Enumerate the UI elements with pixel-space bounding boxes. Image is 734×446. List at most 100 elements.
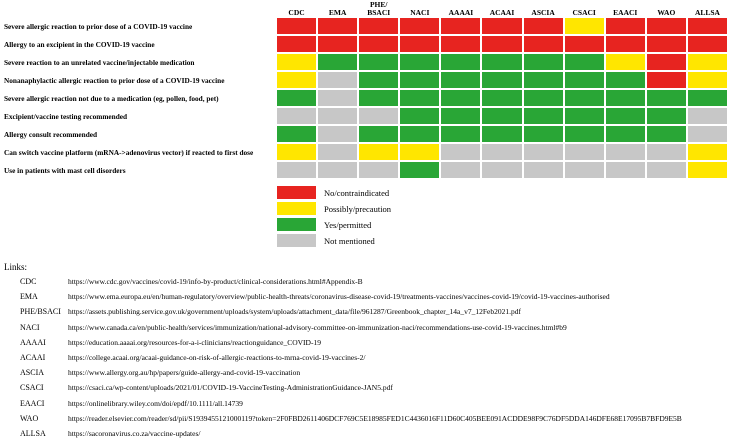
- heatmap-cell: [687, 108, 727, 124]
- heatmap-cell: [605, 18, 645, 34]
- heatmap-cell: [605, 144, 645, 160]
- heatmap-row-labels: Severe allergic reaction to prior dose o…: [4, 18, 276, 180]
- link-row: ALLSA https://sacoronavirus.co.za/vaccine…: [20, 429, 732, 444]
- link-org: EMA: [20, 292, 38, 302]
- heatmap-cell: [277, 18, 317, 34]
- heatmap-cell: [277, 36, 317, 52]
- heatmap-cell: [646, 126, 686, 142]
- link-row: AAAAI https://education.aaaai.org/resourc…: [20, 338, 732, 353]
- heatmap-cell: [687, 54, 727, 70]
- heatmap-cell: [564, 108, 604, 124]
- heatmap-cell: [523, 126, 563, 142]
- legend-swatch-not_mentioned: [277, 234, 316, 247]
- heatmap-cell: [277, 126, 317, 142]
- heatmap-cell: [605, 72, 645, 88]
- row-label: Allergy consult recommended: [4, 129, 98, 139]
- legend-item: Yes/permitted: [277, 218, 391, 231]
- heatmap-cell: [564, 36, 604, 52]
- link-row: EAACI https://onlinelibrary.wiley.com/doi…: [20, 399, 732, 414]
- link-row: PHE/BSACI https://assets.publishing.servi…: [20, 307, 732, 322]
- heatmap-cell: [441, 144, 481, 160]
- link-org: WAO: [20, 413, 39, 423]
- heatmap-cell: [318, 54, 358, 70]
- heatmap-cell: [482, 90, 522, 106]
- heatmap-cell: [482, 108, 522, 124]
- link-url: https://onlinelibrary.wiley.com/doi/epdf…: [68, 398, 243, 408]
- heatmap-cell: [605, 54, 645, 70]
- heatmap-cell: [482, 36, 522, 52]
- link-row: EMA https://www.ema.europa.eu/en/human-re…: [20, 292, 732, 307]
- row-label: Allergy to an excipient in the COVID-19 …: [4, 39, 155, 49]
- heatmap-cell: [564, 144, 604, 160]
- heatmap-cell: [318, 126, 358, 142]
- link-row: WAO https://reader.elsevier.com/reader/sd…: [20, 414, 732, 429]
- heatmap-cell: [523, 90, 563, 106]
- heatmap-cell: [277, 54, 317, 70]
- column-header-aaaai: AAAAI: [448, 7, 474, 17]
- legend-swatch-possibly: [277, 202, 316, 215]
- link-row: ASCIA https://www.allergy.org.au/hp/paper…: [20, 368, 732, 383]
- heatmap-cell: [400, 126, 440, 142]
- heatmap-cell: [400, 18, 440, 34]
- heatmap-cell: [687, 36, 727, 52]
- link-url: https://college.acaai.org/acaai-guidance…: [68, 352, 366, 362]
- row-label: Can switch vaccine platform (mRNA->adeno…: [4, 147, 254, 157]
- link-org: EAACI: [20, 398, 45, 408]
- column-header-eaaci: EAACI: [613, 7, 638, 17]
- heatmap-cell: [277, 108, 317, 124]
- link-org: ALLSA: [20, 428, 46, 438]
- heatmap-cell: [441, 90, 481, 106]
- link-url: https://assets.publishing.service.gov.uk…: [68, 307, 521, 317]
- heatmap-cell: [564, 126, 604, 142]
- link-url: https://sacoronavirus.co.za/vaccine-upda…: [68, 428, 201, 438]
- heatmap-cell: [687, 18, 727, 34]
- legend-item: Possibly/precaution: [277, 202, 391, 215]
- heatmap-cell: [359, 144, 399, 160]
- link-url: https://www.canada.ca/en/public-health/s…: [68, 322, 567, 332]
- heatmap-cell: [359, 90, 399, 106]
- link-org: ACAAI: [20, 352, 46, 362]
- heatmap-cell: [482, 144, 522, 160]
- heatmap-cell: [482, 72, 522, 88]
- column-header-ema: EMA: [328, 7, 347, 17]
- heatmap-cell: [277, 72, 317, 88]
- heatmap-cell: [441, 162, 481, 178]
- heatmap-cell: [687, 90, 727, 106]
- heatmap-cell: [359, 126, 399, 142]
- heatmap-cell: [441, 54, 481, 70]
- legend-label: Yes/permitted: [324, 219, 372, 230]
- heatmap-cell: [400, 36, 440, 52]
- heatmap-cell: [277, 144, 317, 160]
- column-header-ascia: ASCIA: [531, 7, 555, 17]
- heatmap-cell: [318, 72, 358, 88]
- heatmap-cell: [687, 144, 727, 160]
- heatmap-cell: [646, 162, 686, 178]
- link-org: CSACI: [20, 383, 44, 393]
- heatmap-cell: [523, 72, 563, 88]
- link-org: ASCIA: [20, 368, 45, 378]
- heatmap-cell: [605, 162, 645, 178]
- legend-label: Possibly/precaution: [324, 203, 392, 214]
- heatmap-cell: [441, 18, 481, 34]
- column-header-naci: NACI: [410, 7, 430, 17]
- heatmap-cell: [482, 126, 522, 142]
- link-org: AAAAI: [20, 337, 46, 347]
- column-header-csaci: CSACI: [572, 7, 596, 17]
- link-url: https://www.ema.europa.eu/en/human-regul…: [68, 292, 610, 302]
- legend: No/contraindicated Possibly/precaution Yes…: [277, 186, 391, 250]
- heatmap-cell: [400, 144, 440, 160]
- heatmap-cell: [564, 90, 604, 106]
- heatmap-cell: [523, 54, 563, 70]
- heatmap-cell: [441, 108, 481, 124]
- heatmap-cell: [646, 36, 686, 52]
- heatmap-cell: [646, 90, 686, 106]
- link-org: NACI: [20, 322, 40, 332]
- legend-item: No/contraindicated: [277, 186, 391, 199]
- heatmap-cell: [359, 72, 399, 88]
- heatmap-cell: [646, 144, 686, 160]
- heatmap-cell: [605, 90, 645, 106]
- heatmap-cell: [277, 90, 317, 106]
- link-org: PHE/BSACI: [20, 307, 61, 317]
- links-title: Links:: [4, 262, 28, 272]
